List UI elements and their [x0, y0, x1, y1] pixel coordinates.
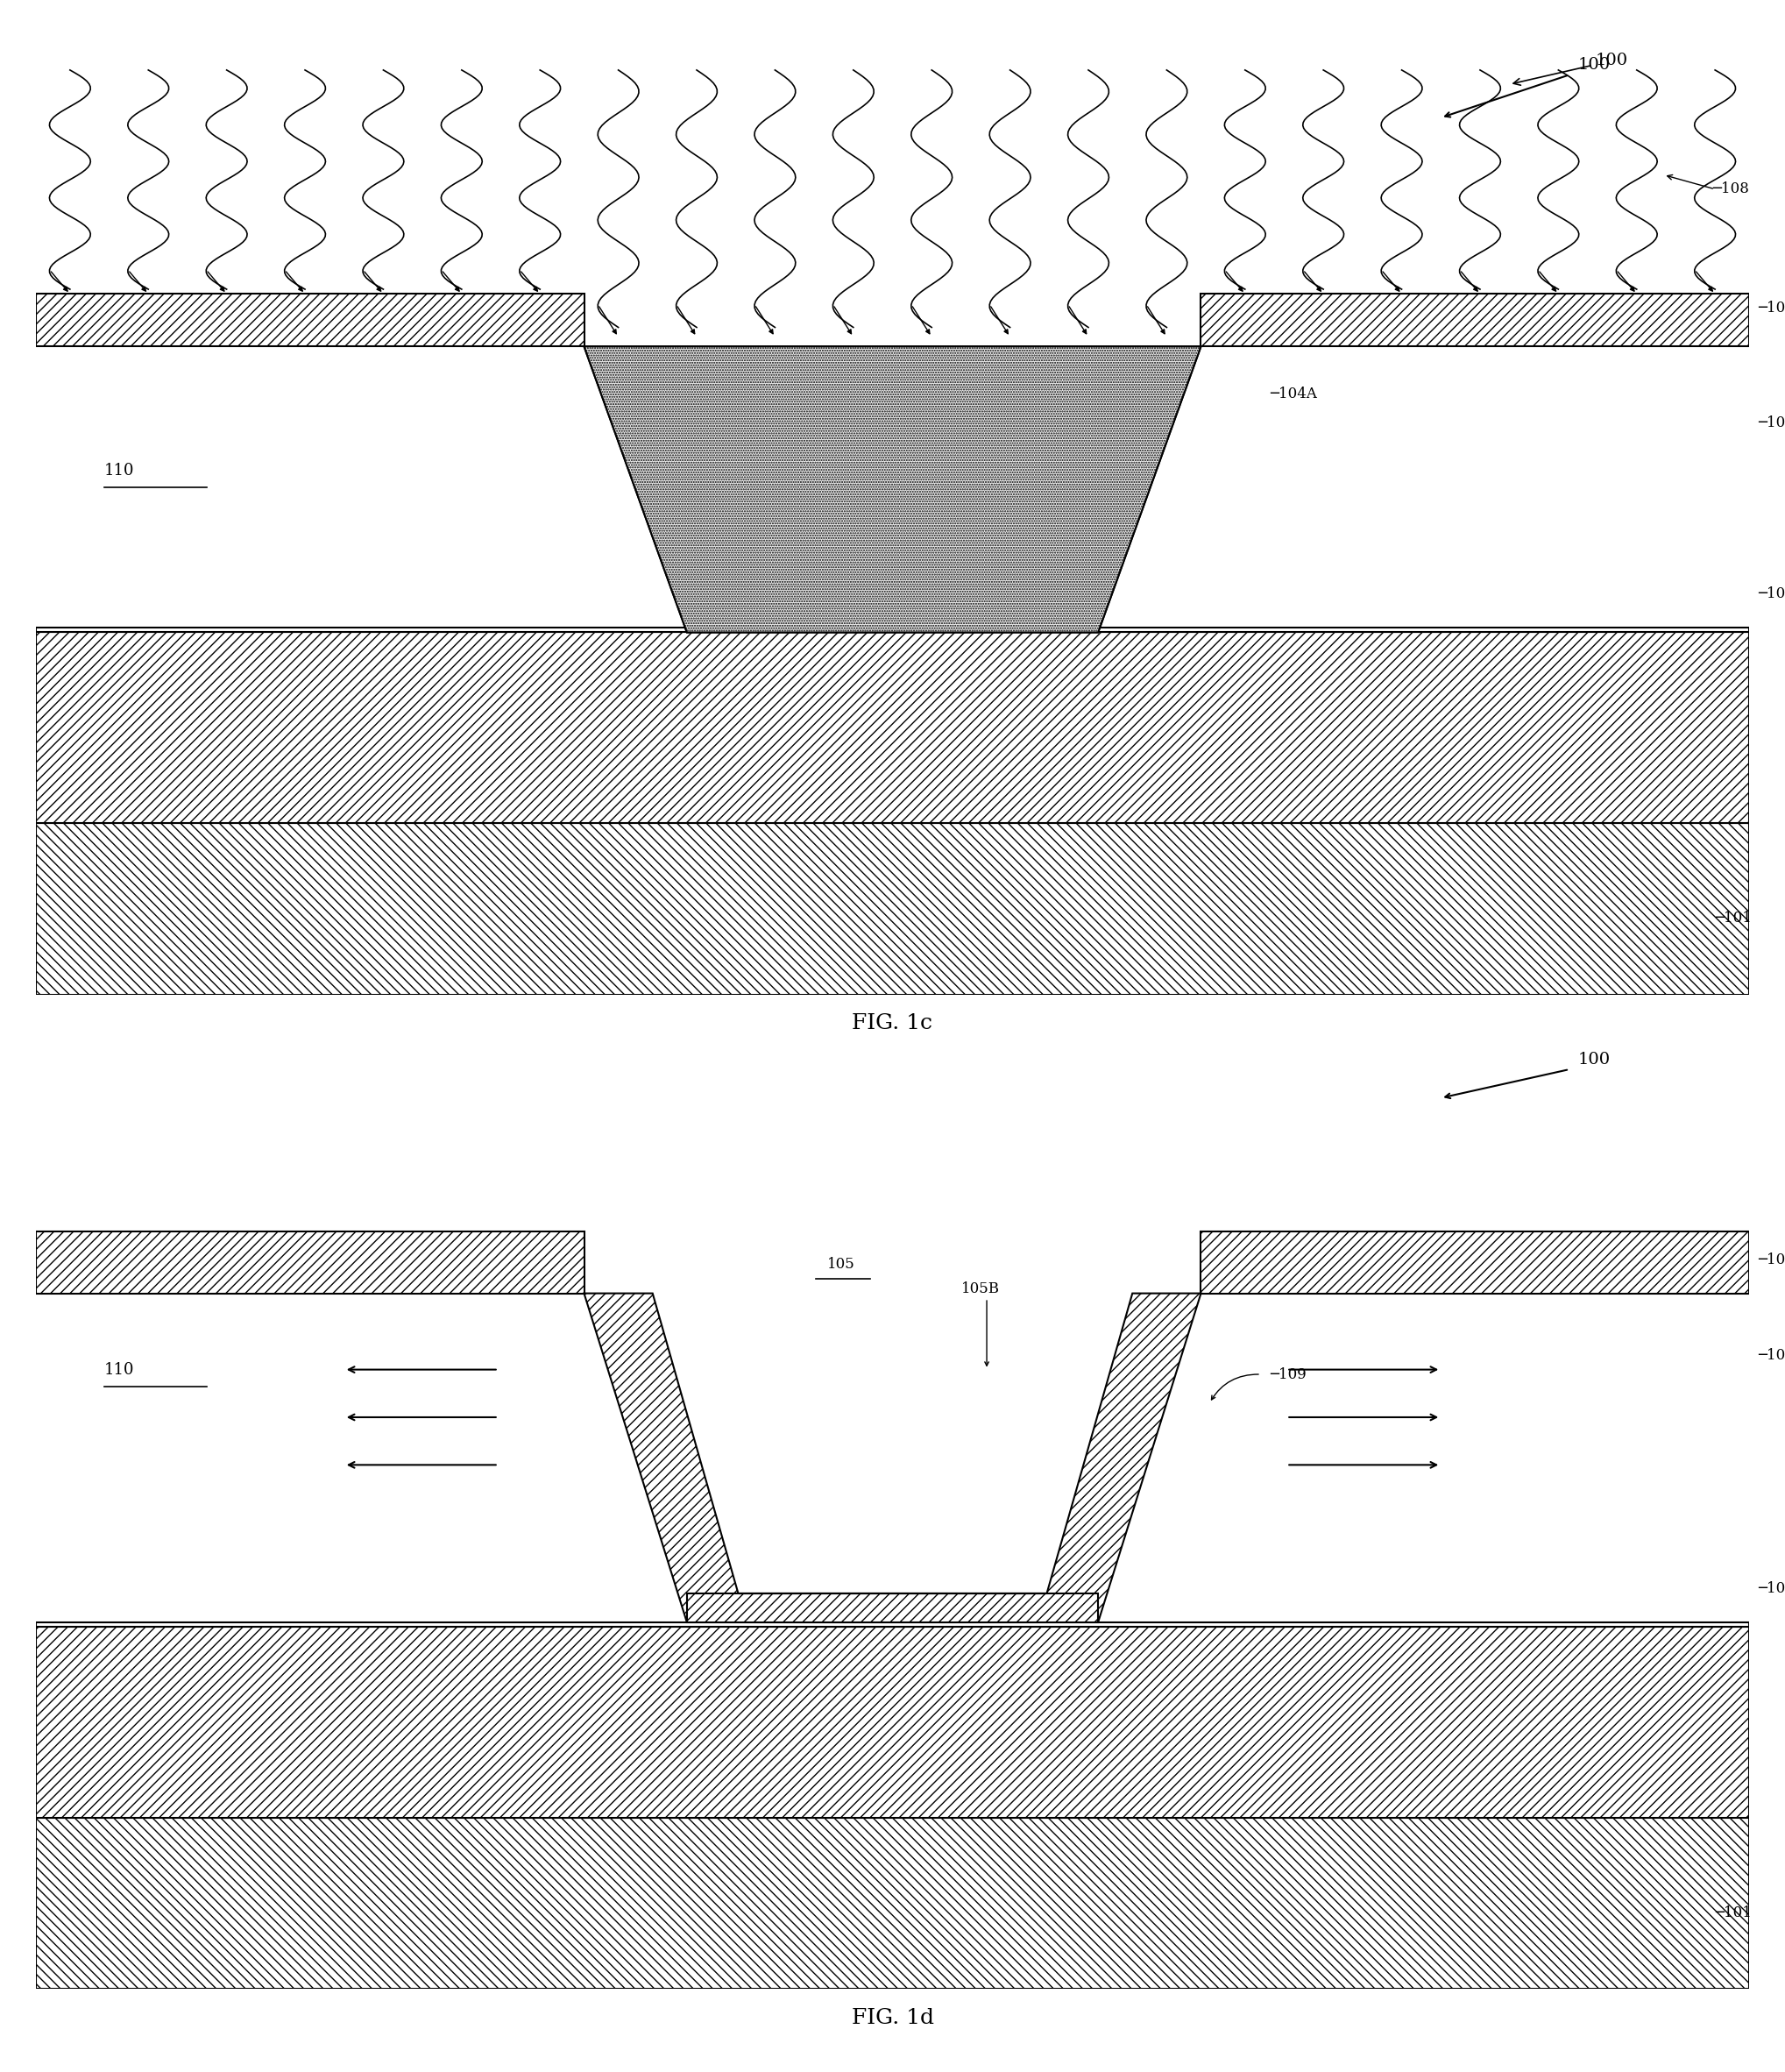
Text: ─101: ─101 — [1715, 1906, 1751, 1921]
Text: ─104: ─104 — [1758, 1254, 1785, 1268]
Text: FIG. 1c: FIG. 1c — [851, 1013, 934, 1034]
Text: ─103: ─103 — [1758, 414, 1785, 431]
Text: 110: 110 — [104, 462, 134, 479]
Text: ─103: ─103 — [1758, 1349, 1785, 1363]
Bar — [36, 1817, 1749, 1989]
Text: ─109: ─109 — [1269, 1368, 1307, 1382]
Bar — [1201, 1231, 1749, 1293]
Text: 110: 110 — [104, 1361, 134, 1378]
Bar — [36, 1231, 584, 1293]
Text: ─104: ─104 — [1758, 300, 1785, 315]
Bar — [36, 1627, 1749, 1817]
Text: 105B: 105B — [960, 1280, 1000, 1295]
Text: ─104A: ─104A — [1269, 387, 1317, 402]
Bar — [36, 628, 1749, 632]
Bar — [36, 823, 1749, 995]
Text: 100: 100 — [1514, 54, 1628, 85]
Polygon shape — [584, 346, 1201, 632]
Bar — [36, 294, 584, 346]
Text: ─101: ─101 — [1715, 912, 1751, 926]
Text: ─108: ─108 — [1712, 182, 1749, 197]
Polygon shape — [584, 346, 1201, 632]
Text: FIG. 1d: FIG. 1d — [851, 2008, 934, 2028]
Polygon shape — [584, 1293, 1201, 1622]
Bar — [36, 632, 1749, 823]
Text: 100: 100 — [1578, 58, 1610, 73]
Text: 105: 105 — [826, 1258, 855, 1272]
Bar — [1201, 294, 1749, 346]
Bar — [36, 1622, 1749, 1627]
Text: ─102: ─102 — [1758, 586, 1785, 601]
Polygon shape — [687, 1593, 1098, 1622]
Text: 100: 100 — [1578, 1053, 1610, 1067]
Text: ─102: ─102 — [1758, 1581, 1785, 1595]
